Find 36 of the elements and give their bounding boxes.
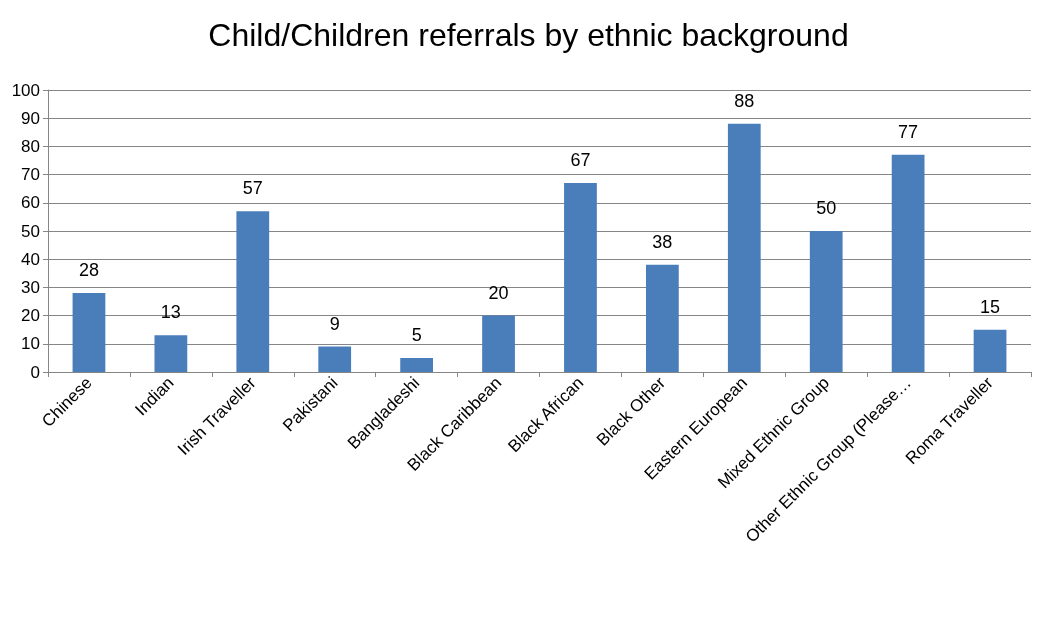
bar: [973, 329, 1007, 372]
data-label: 20: [488, 282, 509, 303]
y-tick-label: 0: [30, 362, 40, 382]
bar: [400, 357, 434, 372]
bar: [72, 293, 106, 372]
data-label: 28: [78, 260, 99, 281]
bar: [236, 211, 270, 372]
y-tick-label: 20: [21, 306, 40, 326]
y-tick-label: 100: [11, 80, 40, 100]
y-tick-label: 50: [21, 221, 40, 241]
data-label: 77: [898, 121, 919, 142]
bar: [645, 264, 679, 372]
y-tick-label: 80: [21, 136, 40, 156]
data-label: 57: [242, 178, 263, 199]
bar: [891, 154, 925, 372]
bar: [809, 231, 843, 372]
y-tick-label: 60: [21, 193, 40, 213]
y-tick-label: 70: [21, 165, 40, 185]
y-tick-label: 90: [21, 108, 40, 128]
data-label: 67: [570, 150, 591, 171]
data-label: 5: [411, 324, 422, 345]
bar: [482, 315, 515, 372]
data-label: 38: [652, 231, 673, 252]
data-label: 15: [980, 296, 1001, 317]
y-tick-label: 10: [21, 334, 40, 354]
data-label: 88: [734, 90, 755, 111]
y-tick-label: 40: [21, 249, 40, 269]
bar: [564, 183, 597, 372]
data-label: 9: [329, 313, 340, 334]
bar: [318, 346, 352, 372]
data-label: 13: [160, 302, 181, 323]
chart-title: Child/Children referrals by ethnic background: [208, 17, 849, 53]
y-tick-label: 30: [21, 277, 40, 297]
bar: [154, 335, 188, 372]
data-label: 50: [816, 198, 837, 218]
bar: [727, 123, 761, 372]
